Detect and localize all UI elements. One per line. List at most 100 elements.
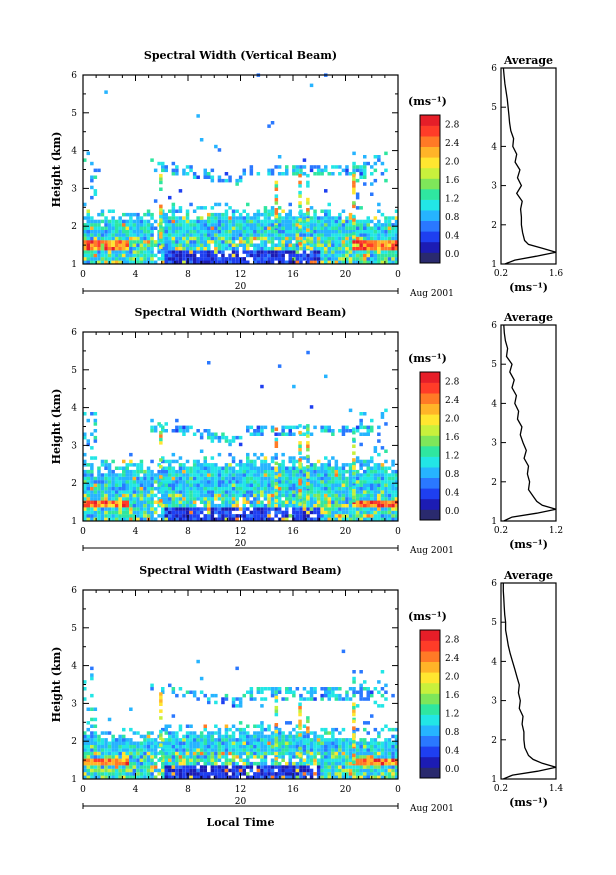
heatmap-cell [97,260,101,264]
heatmap-cell [83,476,87,481]
heatmap-cell [313,486,317,491]
heatmap-cell [178,761,183,766]
heatmap-cell [327,257,331,261]
heatmap-cell [256,260,261,264]
heatmap-cell [159,488,163,493]
heatmap-cell [338,243,342,247]
heatmap-cell [380,510,385,515]
heatmap-cell [125,741,129,745]
heatmap-cell [345,503,349,508]
heatmap-cell [207,744,211,749]
heatmap-cell [316,229,321,234]
heatmap-cell [334,476,339,481]
heatmap-cell [302,158,307,162]
heatmap-cell [214,432,218,436]
heatmap-cell [370,500,374,504]
heatmap-cell [114,466,119,470]
heatmap-cell [345,226,349,230]
heatmap-cell [370,253,374,258]
heatmap-cell [373,497,378,501]
heatmap-cell [320,510,324,515]
heatmap-cell [210,761,215,766]
heatmap-cell [263,775,268,779]
heatmap-cell [228,463,232,467]
heatmap-cell [207,175,211,179]
heatmap-cell [359,206,363,210]
heatmap-cell [338,517,342,521]
heatmap-cell [288,209,292,213]
heatmap-cell [107,514,112,518]
heatmap-cell [182,517,186,521]
heatmap-cell [178,751,183,756]
heatmap-cell [164,229,168,234]
heatmap-cell [288,744,292,749]
heatmap-cell [146,257,151,261]
heatmap-cell [246,429,250,433]
heatmap-cell [136,250,140,254]
heatmap-cell [238,466,243,470]
heatmap-cell [359,459,363,464]
heatmap-cell [309,483,314,487]
heatmap-cell [196,761,200,766]
heatmap-cell [285,493,289,498]
heatmap-cell [299,775,303,779]
heatmap-cell [207,219,211,224]
heatmap-cell [125,768,129,773]
heatmap-cell [274,456,278,460]
heatmap-cell [136,751,140,756]
heatmap-cell [90,257,94,261]
heatmap-cell [377,236,381,241]
heatmap-cell [118,240,122,244]
heatmap-cell [118,751,122,756]
colorbar-segment [420,693,440,705]
heatmap-cell [285,751,289,756]
heatmap-cell [363,257,367,261]
heatmap-cell [267,486,271,491]
avg-y-tick-label: 6 [491,64,497,74]
heatmap-cell [217,148,222,152]
heatmap-cell [299,223,303,227]
heatmap-cell [384,246,388,251]
heatmap-cell [196,697,200,701]
heatmap-cell [199,772,204,776]
heatmap-cell [363,236,367,241]
heatmap-cell [235,704,239,708]
heatmap-cell [263,697,268,701]
heatmap-cell [224,219,229,224]
heatmap-cell [192,473,197,477]
heatmap-cell [171,253,176,258]
heatmap-cell [380,741,385,745]
heatmap-cell [363,493,367,498]
heatmap-cell [178,514,183,518]
heatmap-cell [111,219,115,224]
heatmap-cell [246,755,250,759]
heatmap-cell [334,223,339,227]
heatmap-cell [185,165,190,169]
heatmap-cell [277,741,282,745]
heatmap-cell [306,236,310,241]
avg-y-tick-label: 2 [491,736,497,746]
heatmap-cell [249,738,254,742]
heatmap-cell [242,240,246,244]
heatmap-cell [394,257,399,261]
heatmap-cell [224,738,229,742]
heatmap-cell [298,488,302,493]
heatmap-cell [189,260,193,264]
heatmap-cell [274,246,278,251]
heatmap-cell [380,493,385,498]
heatmap-cell [125,751,129,756]
heatmap-cell [270,497,275,501]
heatmap-cell [373,758,378,762]
heatmap-cell [118,490,122,494]
heatmap-cell [143,768,147,773]
heatmap-cell [260,226,264,230]
heatmap-cell [359,223,363,227]
heatmap-cell [345,483,349,487]
heatmap-cell [203,497,207,501]
heatmap-cell [299,772,303,776]
heatmap-cell [93,192,98,196]
heatmap-cell [143,226,147,230]
y-tick-label: 3 [71,699,77,709]
heatmap-cell [380,670,385,674]
heatmap-cell [182,507,186,511]
